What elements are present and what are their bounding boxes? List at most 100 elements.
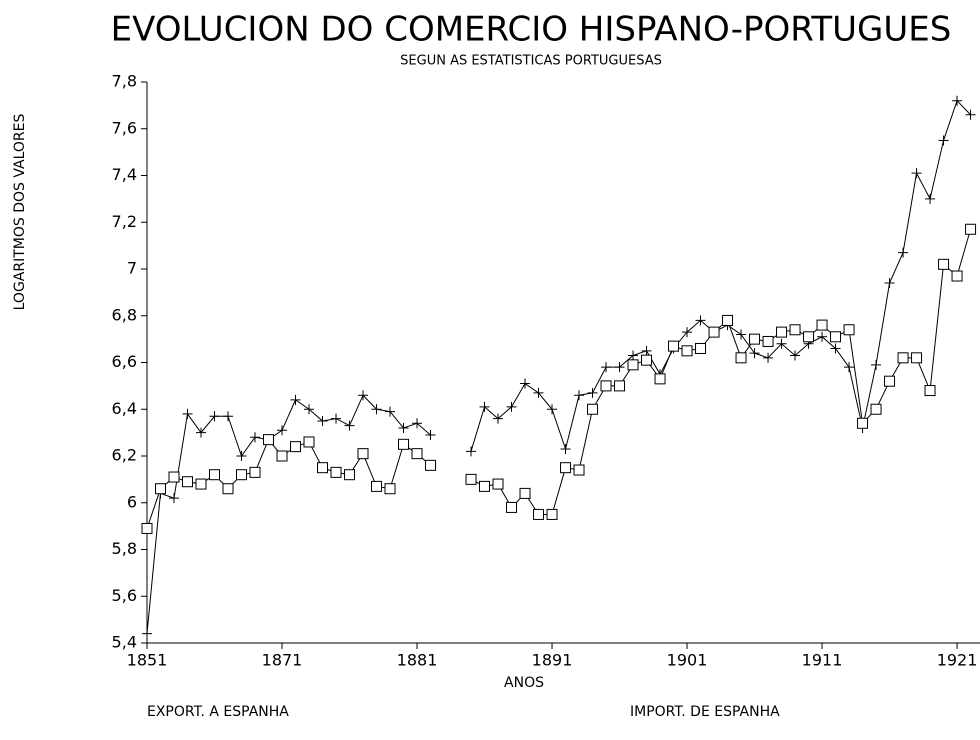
cross-marker [317, 415, 328, 426]
cross-marker [520, 378, 531, 389]
square-marker [641, 354, 653, 366]
x-tick-label: 1871 [262, 651, 303, 670]
square-marker [357, 448, 369, 460]
y-tick-label: 7 [127, 259, 137, 278]
square-marker [816, 319, 828, 331]
square-marker [789, 324, 801, 336]
cross-marker [169, 493, 180, 504]
x-tick-label: 1851 [127, 651, 168, 670]
x-tick-label: 1911 [802, 651, 843, 670]
cross-marker [763, 352, 774, 363]
cross-marker [641, 345, 652, 356]
y-axis-label: LOGARITMOS DOS VALORES [12, 114, 28, 311]
square-marker [155, 483, 167, 495]
cross-marker [398, 422, 409, 433]
square-marker [479, 480, 491, 492]
cross-marker [277, 425, 288, 436]
y-tick-label: 7,4 [112, 165, 137, 184]
square-marker [627, 359, 639, 371]
chart-title: EVOLUCION DO COMERCIO HISPANO-PORTUGUES [111, 10, 952, 50]
cross-marker [601, 362, 612, 373]
cross-marker [844, 362, 855, 373]
square-marker [249, 466, 261, 478]
square-marker [506, 501, 518, 513]
cross-marker [776, 338, 787, 349]
square-marker [330, 466, 342, 478]
cross-marker [574, 390, 585, 401]
square-marker [384, 483, 396, 495]
square-marker [492, 478, 504, 490]
square-marker [182, 476, 194, 488]
cross-marker [614, 362, 625, 373]
x-tick-label: 1891 [532, 651, 573, 670]
square-marker [533, 508, 545, 520]
square-marker [668, 340, 680, 352]
square-marker [857, 417, 869, 429]
square-marker [222, 483, 234, 495]
cross-marker [830, 343, 841, 354]
cross-marker [196, 427, 207, 438]
cross-marker [952, 95, 963, 106]
square-marker [951, 270, 963, 282]
square-marker [722, 314, 734, 326]
cross-marker [425, 429, 436, 440]
square-marker [654, 373, 666, 385]
square-marker [344, 469, 356, 481]
square-marker [546, 508, 558, 520]
square-marker [465, 473, 477, 485]
square-marker [425, 459, 437, 471]
cross-marker [884, 278, 895, 289]
cross-marker [479, 401, 490, 412]
series-label: EXPORT. A ESPANHA [147, 704, 289, 720]
square-marker [911, 352, 923, 364]
square-marker [236, 469, 248, 481]
cross-marker [547, 404, 558, 415]
y-tick-label: 7,2 [112, 212, 137, 231]
y-tick-label: 6,4 [112, 399, 137, 418]
square-marker [587, 403, 599, 415]
square-marker [263, 434, 275, 446]
square-marker [168, 471, 180, 483]
cross-marker [560, 443, 571, 454]
y-tick-label: 7,8 [112, 72, 137, 91]
square-marker [519, 487, 531, 499]
cross-marker [304, 404, 315, 415]
square-marker [614, 380, 626, 392]
x-tick-label: 1901 [667, 651, 708, 670]
cross-marker [506, 401, 517, 412]
square-marker [411, 448, 423, 460]
cross-marker [182, 408, 193, 419]
series-line [146, 229, 972, 529]
cross-marker [290, 394, 301, 405]
square-marker [303, 436, 315, 448]
cross-marker [412, 418, 423, 429]
square-marker [965, 223, 977, 235]
cross-marker [925, 193, 936, 204]
y-tick-label: 5,4 [112, 633, 137, 652]
cross-marker [817, 331, 828, 342]
cross-marker [628, 350, 639, 361]
cross-marker [736, 329, 747, 340]
square-marker [843, 324, 855, 336]
square-marker [803, 331, 815, 343]
square-marker [141, 522, 153, 534]
cross-marker [331, 413, 342, 424]
x-tick-label: 1921 [937, 651, 978, 670]
square-marker [195, 478, 207, 490]
square-marker [830, 331, 842, 343]
series-label: IMPORT. DE ESPANHA [630, 704, 780, 720]
cross-marker [209, 411, 220, 422]
cross-marker [223, 411, 234, 422]
y-tick-label: 6,8 [112, 305, 137, 324]
cross-marker [236, 451, 247, 461]
y-tick-label: 6,2 [112, 446, 137, 465]
y-tick-label: 5,6 [112, 586, 137, 605]
square-marker [398, 438, 410, 450]
cross-marker [938, 135, 949, 146]
cross-marker [358, 390, 369, 401]
square-marker [560, 462, 572, 474]
cross-marker [142, 628, 152, 639]
cross-marker [911, 168, 922, 179]
y-tick-label: 6 [127, 492, 137, 511]
